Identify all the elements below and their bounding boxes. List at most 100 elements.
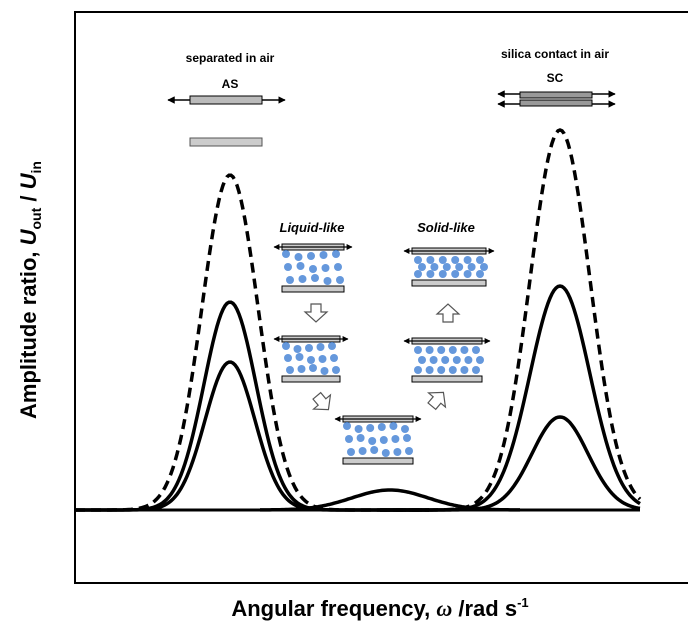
particle xyxy=(452,356,461,364)
sc-schematic xyxy=(497,90,616,108)
particle xyxy=(448,366,457,374)
particle xyxy=(282,342,290,350)
particle xyxy=(451,270,460,278)
panel xyxy=(334,415,422,465)
particle xyxy=(293,345,302,353)
particle xyxy=(460,346,469,354)
particle xyxy=(334,263,342,271)
particle xyxy=(451,256,460,264)
y-axis-label: Amplitude ratio, Uout / Uin xyxy=(16,161,44,419)
panel xyxy=(273,243,353,293)
particle xyxy=(305,344,313,352)
particle xyxy=(414,256,422,264)
particle xyxy=(307,252,315,260)
particle xyxy=(320,367,329,375)
curve xyxy=(75,360,429,512)
particle xyxy=(425,346,434,354)
liquid-label: Liquid-like xyxy=(280,220,345,235)
particle xyxy=(426,256,435,264)
particle xyxy=(441,356,450,364)
particle xyxy=(330,354,338,362)
particle xyxy=(464,356,473,364)
particle xyxy=(425,366,434,374)
particle xyxy=(368,437,377,445)
particle xyxy=(286,366,294,374)
particle xyxy=(328,342,336,350)
particle xyxy=(323,277,332,285)
particle xyxy=(438,256,447,264)
curve xyxy=(380,415,641,512)
as-schematic xyxy=(167,95,286,147)
particle xyxy=(480,263,488,271)
particle xyxy=(391,435,400,443)
particle xyxy=(405,447,413,455)
particle xyxy=(282,250,290,258)
sc-title: silica contact in air xyxy=(501,47,609,61)
curve xyxy=(380,128,642,512)
curves xyxy=(75,128,642,512)
particle xyxy=(418,356,426,364)
particle xyxy=(437,346,446,354)
plate xyxy=(281,375,341,383)
flow-arrow xyxy=(426,391,447,411)
particle xyxy=(476,270,484,278)
particle xyxy=(403,434,411,442)
particle xyxy=(332,366,340,374)
particle xyxy=(438,270,447,278)
particle xyxy=(321,264,330,272)
particle xyxy=(414,366,422,374)
particle xyxy=(379,436,388,444)
x-axis-label: Angular frequency, ω /rad s-1 xyxy=(231,595,528,621)
particle xyxy=(318,355,327,363)
plate xyxy=(281,285,345,293)
particle xyxy=(460,366,469,374)
particle xyxy=(319,251,328,259)
particle xyxy=(294,253,303,261)
plot-frame xyxy=(74,11,688,584)
particle xyxy=(358,447,367,455)
particle xyxy=(370,446,379,454)
sc-label: SC xyxy=(547,71,564,85)
particle xyxy=(332,250,340,258)
panel xyxy=(403,247,495,287)
particle xyxy=(437,366,446,374)
solid-label: Solid-like xyxy=(417,220,475,235)
particle xyxy=(309,265,317,273)
particle xyxy=(472,346,480,354)
particle xyxy=(381,449,390,457)
panel xyxy=(403,337,491,383)
particle xyxy=(401,425,409,433)
particle xyxy=(366,424,375,432)
particle xyxy=(354,425,363,433)
plate xyxy=(411,375,483,383)
particle xyxy=(298,275,307,283)
particle xyxy=(345,435,353,443)
particle xyxy=(377,423,386,431)
flow-arrow xyxy=(435,303,461,323)
particle xyxy=(311,274,319,282)
particle xyxy=(463,270,472,278)
particle xyxy=(286,276,294,284)
particle xyxy=(336,276,344,284)
panel xyxy=(273,335,349,383)
flow-arrow xyxy=(303,303,329,323)
particle xyxy=(476,356,484,364)
particle xyxy=(463,256,472,264)
particle xyxy=(455,263,464,271)
particle xyxy=(426,270,435,278)
flow-arrow xyxy=(311,391,332,411)
particle xyxy=(309,364,317,372)
particle xyxy=(414,270,422,278)
particle xyxy=(316,343,325,351)
particle xyxy=(430,263,439,271)
as-label: AS xyxy=(222,77,239,91)
particle xyxy=(414,346,422,354)
particle xyxy=(442,263,451,271)
particle xyxy=(284,354,292,362)
particle xyxy=(418,263,426,271)
particle xyxy=(307,356,315,364)
particle xyxy=(296,262,305,270)
schematics xyxy=(273,243,495,465)
particle xyxy=(448,346,457,354)
